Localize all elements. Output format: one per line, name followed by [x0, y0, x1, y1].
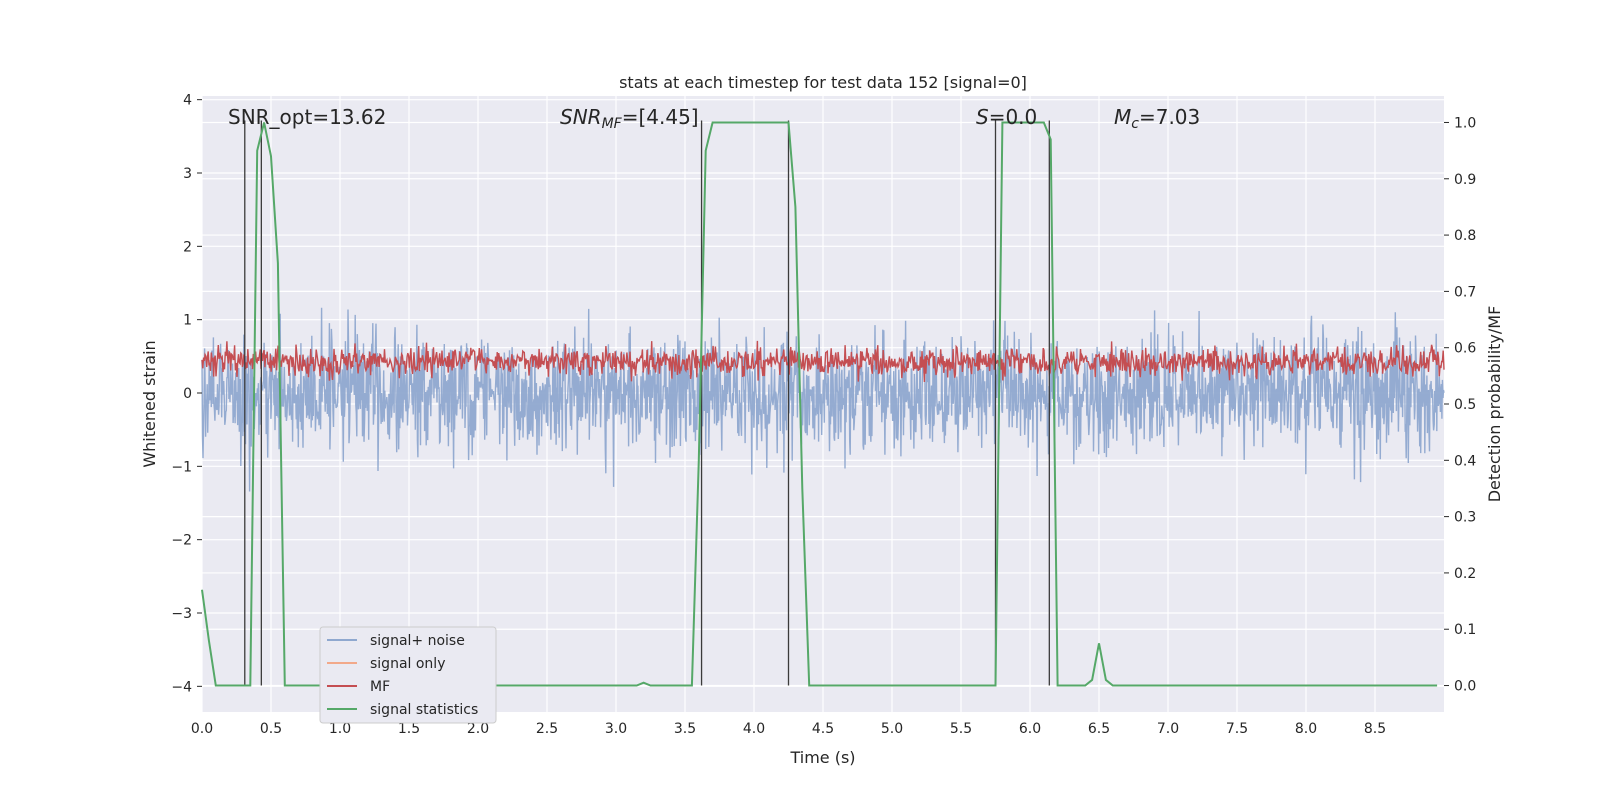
y-tick-label: 2	[183, 239, 192, 255]
y2-tick-label: 0.9	[1454, 172, 1476, 188]
x-tick-label: 1.5	[398, 721, 420, 737]
y-tick-label: 3	[183, 166, 192, 182]
x-tick-label: 0.0	[191, 721, 213, 737]
annotation-snr-opt: SNR_opt=13.62	[228, 105, 386, 129]
signal-statistics-line	[201, 121, 1438, 687]
y2-axis-ticks: 1.0 0.9 0.8 0.7 0.6 0.5 0.4 0.3 0.2 0.1 0.0	[1444, 115, 1476, 695]
legend-box	[319, 626, 497, 724]
annotation-snr-mf-sub: MF	[602, 116, 623, 132]
x-tick-label: 3.0	[605, 721, 627, 737]
y2-tick-label: 0.0	[1454, 679, 1476, 695]
chart-title: stats at each timestep for test data 152…	[619, 73, 1027, 92]
x-tick-label: 6.0	[1019, 721, 1041, 737]
annotation-snr-mf-value: =[4.45]	[622, 105, 699, 129]
y2-tick-label: 0.8	[1454, 228, 1476, 244]
y2-tick-label: 0.4	[1454, 453, 1476, 469]
y-tick-label: −3	[171, 606, 192, 622]
y2-tick-label: 0.6	[1454, 341, 1476, 357]
x-tick-label: 0.5	[260, 721, 282, 737]
y-tick-label: 4	[183, 93, 192, 109]
y-tick-label: 1	[183, 313, 192, 329]
y2-tick-label: 0.7	[1454, 284, 1476, 300]
x-axis-ticks: 0.0 0.5 1.0 1.5 2.0 2.5 3.0 3.5 4.0 4.5 5.0 5.5 6.0 6…	[191, 721, 1386, 737]
y2-axis-label: Detection probability/MF	[1485, 306, 1504, 503]
annotation-s-value: =0.0	[989, 105, 1038, 129]
y-tick-label: 0	[183, 386, 192, 402]
x-tick-label: 6.5	[1088, 721, 1110, 737]
x-tick-label: 2.0	[467, 721, 489, 737]
x-axis-label: Time (s)	[789, 748, 855, 767]
x-tick-label: 4.0	[743, 721, 765, 737]
x-tick-label: 2.5	[536, 721, 558, 737]
annotation-s-main: S	[976, 105, 989, 129]
y2-tick-label: 0.1	[1454, 622, 1476, 638]
y2-tick-label: 0.3	[1454, 510, 1476, 526]
x-tick-label: 7.5	[1226, 721, 1248, 737]
y2-tick-label: 0.2	[1454, 566, 1476, 582]
legend: signal+ noise signal only MF signal stat…	[319, 626, 497, 724]
mf-line	[201, 340, 1445, 383]
annotation-mc-sub: c	[1131, 116, 1139, 132]
legend-label-signal-statistics: signal statistics	[370, 702, 478, 718]
y-tick-label: −4	[171, 679, 192, 695]
legend-label-signal-plus-noise: signal+ noise	[370, 633, 465, 649]
annotation-mc: Mc=7.03	[1114, 105, 1200, 132]
y2-tick-label: 1.0	[1454, 115, 1476, 131]
x-tick-label: 1.0	[329, 721, 351, 737]
annotation-mc-value: =7.03	[1139, 105, 1200, 129]
x-tick-label: 8.5	[1364, 721, 1386, 737]
x-tick-label: 7.0	[1157, 721, 1179, 737]
y-axis-label: Whitened strain	[140, 340, 159, 467]
y2-tick-label: 0.5	[1454, 397, 1476, 413]
x-tick-label: 5.0	[881, 721, 903, 737]
annotation-snr-mf: SNRMF=[4.45]	[560, 105, 699, 132]
signal-statistics-series	[201, 121, 1438, 687]
mf-series	[201, 340, 1445, 383]
x-tick-label: 5.5	[950, 721, 972, 737]
y-tick-label: −1	[171, 459, 192, 475]
y-tick-label: −2	[171, 533, 192, 549]
vertical-markers	[244, 120, 1050, 686]
annotation-mc-main: M	[1114, 105, 1131, 129]
annotation-snr-mf-main: SNR	[560, 105, 602, 129]
annotation-s: S=0.0	[976, 105, 1037, 129]
y-axis-ticks: 4 3 2 1 0 −1 −2 −3 −4	[171, 93, 202, 695]
signal-plus-noise-series	[201, 307, 1445, 492]
x-tick-label: 8.0	[1295, 721, 1317, 737]
legend-label-mf: MF	[370, 679, 390, 695]
signal-plus-noise-line	[201, 307, 1445, 492]
x-tick-label: 4.5	[812, 721, 834, 737]
legend-label-signal-only: signal only	[370, 656, 445, 672]
x-tick-label: 3.5	[674, 721, 696, 737]
